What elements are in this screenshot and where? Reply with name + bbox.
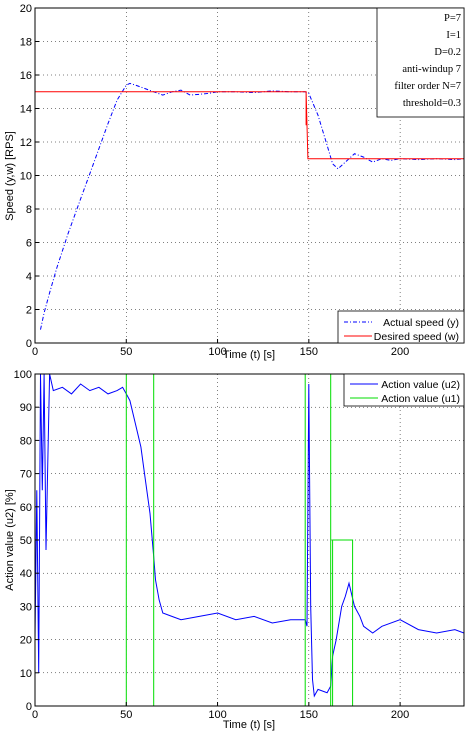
action-x-tick-label: 50 bbox=[120, 709, 132, 721]
action-chart-ylabel: Action value (u2) [%] bbox=[4, 489, 16, 591]
legend-label-u1: Action value (u1) bbox=[381, 393, 460, 405]
speed-y-tick-label: 2 bbox=[26, 305, 32, 317]
speed-y-tick-label: 16 bbox=[20, 70, 32, 82]
action-y-tick-label: 70 bbox=[20, 469, 32, 481]
speed-y-tick-label: 6 bbox=[26, 238, 32, 250]
speed-y-tick-label: 0 bbox=[26, 338, 32, 350]
action-x-tick-label: 0 bbox=[32, 709, 38, 721]
speed-y-tick-label: 8 bbox=[26, 204, 32, 216]
speed-chart: 0 50 100 150 200 0 2 4 6 8 10 12 14 16 18 20 Time (t) [… bbox=[4, 3, 465, 361]
action-y-tick-label: 60 bbox=[20, 502, 32, 514]
annotation-line: D=0.2 bbox=[434, 47, 461, 58]
speed-y-tick-label: 18 bbox=[20, 37, 32, 49]
legend-label-actual-speed: Actual speed (y) bbox=[383, 317, 459, 329]
action-series-line-0 bbox=[35, 374, 464, 698]
speed-x-tick-label: 0 bbox=[32, 346, 38, 358]
speed-series-line-0 bbox=[40, 82, 464, 330]
speed-x-tick-label: 200 bbox=[391, 346, 409, 358]
speed-y-tick-label: 12 bbox=[20, 137, 32, 149]
action-x-tick-label: 100 bbox=[208, 709, 226, 721]
annotation-line: anti-windup 7 bbox=[402, 64, 461, 75]
action-chart-plot-area bbox=[35, 374, 464, 706]
action-y-tick-label: 30 bbox=[20, 601, 32, 613]
legend-label-desired-speed: Desired speed (w) bbox=[374, 331, 459, 343]
speed-chart-ylabel: Speed (y,w) [RPS] bbox=[4, 131, 16, 221]
action-y-tick-label: 20 bbox=[20, 635, 32, 647]
action-series-line-1 bbox=[35, 374, 464, 706]
action-chart-ticks: 0 50 100 150 200 0 10 20 30 40 50 60 70 80 90 100 bbox=[14, 369, 410, 721]
speed-series-line-1 bbox=[35, 91, 464, 160]
speed-y-tick-label: 14 bbox=[20, 104, 32, 116]
speed-chart-ticks: 0 50 100 150 200 0 2 4 6 8 10 12 14 16 18 20 bbox=[20, 3, 410, 358]
speed-chart-legend: Actual speed (y) Desired speed (w) bbox=[337, 310, 465, 344]
action-chart: 0 50 100 150 200 0 10 20 30 40 50 60 70 80 90 100 Time … bbox=[4, 369, 465, 731]
action-y-tick-label: 10 bbox=[20, 668, 32, 680]
action-y-tick-label: 90 bbox=[20, 402, 32, 414]
speed-x-tick-label: 100 bbox=[208, 346, 226, 358]
action-x-tick-label: 150 bbox=[300, 709, 318, 721]
action-y-tick-label: 80 bbox=[20, 435, 32, 447]
speed-chart-series bbox=[35, 82, 464, 330]
annotation-line: threshold=0.3 bbox=[403, 98, 461, 109]
annotation-line: filter order N=7 bbox=[394, 81, 461, 92]
action-chart-series bbox=[35, 374, 464, 706]
annotation-line: I=1 bbox=[446, 30, 461, 41]
action-x-tick-label: 200 bbox=[391, 709, 409, 721]
speed-y-tick-label: 4 bbox=[26, 271, 32, 283]
annotation-line: P=7 bbox=[444, 13, 461, 24]
action-chart-legend: Action value (u2) Action value (u1) bbox=[343, 373, 465, 407]
speed-x-tick-label: 150 bbox=[300, 346, 318, 358]
action-y-tick-label: 40 bbox=[20, 568, 32, 580]
action-y-tick-label: 50 bbox=[20, 535, 32, 547]
action-y-tick-label: 0 bbox=[26, 701, 32, 713]
action-chart-xlabel: Time (t) [s] bbox=[223, 719, 275, 731]
controller-params-box: P=7 I=1 D=0.2 anti-windup 7 filter order… bbox=[376, 7, 465, 118]
action-y-tick-label: 100 bbox=[14, 369, 32, 381]
legend-label-u2: Action value (u2) bbox=[381, 379, 460, 391]
speed-x-tick-label: 50 bbox=[120, 346, 132, 358]
speed-chart-xlabel: Time (t) [s] bbox=[223, 349, 275, 361]
speed-y-tick-label: 20 bbox=[20, 3, 32, 15]
speed-y-tick-label: 10 bbox=[20, 171, 32, 183]
